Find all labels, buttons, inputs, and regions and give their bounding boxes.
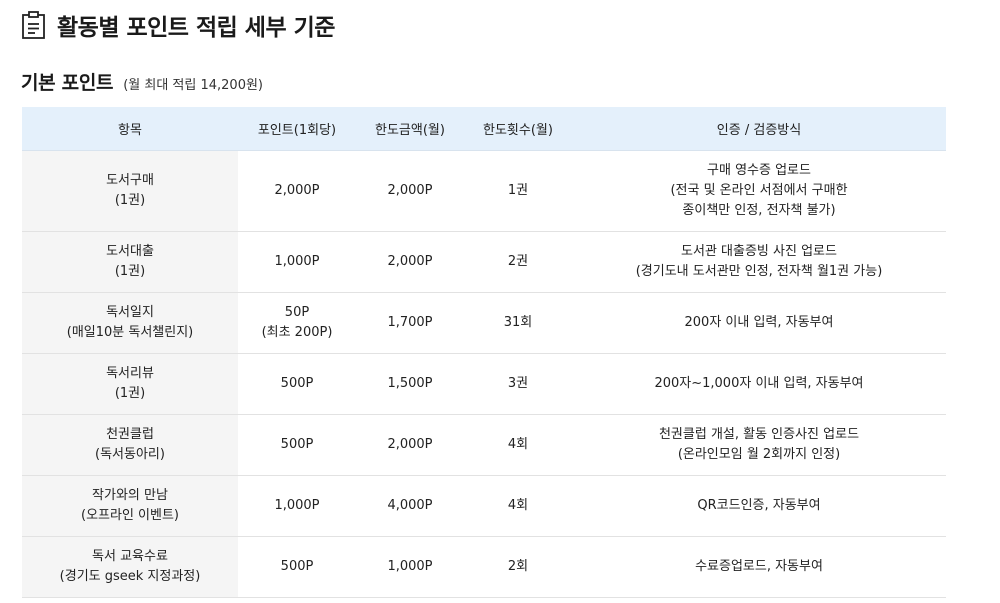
page-title: 활동별 포인트 적립 세부 기준 xyxy=(21,9,335,41)
item-note: (독서동아리) xyxy=(95,447,165,462)
section-subtitle: (월 최대 적립 14,200원) xyxy=(123,78,264,93)
points-cell: 500P xyxy=(238,414,356,476)
item-cell: 천권클럽 (독서동아리) xyxy=(22,414,238,476)
verify-cell: 200자 이내 입력, 자동부여 xyxy=(572,292,946,354)
points-value: 500P xyxy=(280,559,314,574)
points-cell: 1,000P xyxy=(238,231,356,293)
points-value: 50P xyxy=(284,305,310,320)
column-header-points: 포인트(1회당) xyxy=(238,107,356,151)
points-value: 1,000P xyxy=(274,254,320,269)
points-table: 항목 포인트(1회당) 한도금액(월) 한도횟수(월) 인증 / 검증방식 도서… xyxy=(22,107,946,598)
points-value: 500P xyxy=(280,376,314,391)
verify-cell: 수료증업로드, 자동부여 xyxy=(572,536,946,598)
item-cell: 독서 교육수료 (경기도 gseek 지정과정) xyxy=(22,536,238,598)
item-name: 독서일지 xyxy=(106,305,154,320)
item-cell: 독서리뷰 (1권) xyxy=(22,353,238,415)
item-note: (1권) xyxy=(114,264,146,279)
points-note: (최초 200P) xyxy=(261,325,333,340)
limit-amount-cell: 1,000P xyxy=(356,536,464,598)
verify-line: 도서관 대출증빙 사진 업로드 xyxy=(681,244,837,259)
points-value: 1,000P xyxy=(274,498,320,513)
document-list-icon xyxy=(22,11,45,39)
limit-amount-cell: 4,000P xyxy=(356,475,464,537)
points-cell: 500P xyxy=(238,353,356,415)
item-name: 독서리뷰 xyxy=(106,366,154,381)
limit-count-cell: 2권 xyxy=(464,231,572,293)
column-header-item: 항목 xyxy=(22,107,238,151)
limit-amount-cell: 2,000P xyxy=(356,150,464,232)
item-name: 도서구매 xyxy=(106,173,154,188)
verify-cell: 200자~1,000자 이내 입력, 자동부여 xyxy=(572,353,946,415)
points-cell: 1,000P xyxy=(238,475,356,537)
verify-line: 수료증업로드, 자동부여 xyxy=(695,559,823,574)
table-row: 작가와의 만남 (오프라인 이벤트) 1,000P 4,000P 4회 QR코드… xyxy=(22,475,946,537)
verify-cell: 도서관 대출증빙 사진 업로드 (경기도내 도서관만 인정, 전자책 월1권 가… xyxy=(572,231,946,293)
item-note: (1권) xyxy=(114,193,146,208)
limit-count-cell: 31회 xyxy=(464,292,572,354)
verify-line: (경기도내 도서관만 인정, 전자책 월1권 가능) xyxy=(635,264,883,279)
item-cell: 독서일지 (매일10분 독서챌린지) xyxy=(22,292,238,354)
section-title: 기본 포인트 xyxy=(21,72,114,94)
limit-amount-cell: 1,500P xyxy=(356,353,464,415)
points-cell: 50P (최초 200P) xyxy=(238,292,356,354)
item-note: (경기도 gseek 지정과정) xyxy=(59,569,201,584)
limit-count-cell: 1권 xyxy=(464,150,572,232)
verify-line: (온라인모임 월 2회까지 인정) xyxy=(677,447,841,462)
table-row: 도서대출 (1권) 1,000P 2,000P 2권 도서관 대출증빙 사진 업… xyxy=(22,231,946,293)
column-header-limit-amount: 한도금액(월) xyxy=(356,107,464,151)
verify-line: QR코드인증, 자동부여 xyxy=(697,498,821,513)
page-title-text: 활동별 포인트 적립 세부 기준 xyxy=(57,15,335,41)
points-cell: 2,000P xyxy=(238,150,356,232)
verify-line: 종이책만 인정, 전자책 불가) xyxy=(682,203,836,218)
verify-line: (전국 및 온라인 서점에서 구매한 xyxy=(670,183,848,198)
item-name: 작가와의 만남 xyxy=(92,488,168,503)
item-cell: 작가와의 만남 (오프라인 이벤트) xyxy=(22,475,238,537)
table-header-row: 항목 포인트(1회당) 한도금액(월) 한도횟수(월) 인증 / 검증방식 xyxy=(22,107,946,151)
verify-cell: 구매 영수증 업로드 (전국 및 온라인 서점에서 구매한 종이책만 인정, 전… xyxy=(572,150,946,232)
item-cell: 도서대출 (1권) xyxy=(22,231,238,293)
points-value: 500P xyxy=(280,437,314,452)
limit-count-cell: 2회 xyxy=(464,536,572,598)
table-row: 천권클럽 (독서동아리) 500P 2,000P 4회 천권클럽 개설, 활동 … xyxy=(22,414,946,476)
verify-line: 200자~1,000자 이내 입력, 자동부여 xyxy=(654,376,864,391)
limit-amount-cell: 1,700P xyxy=(356,292,464,354)
item-name: 도서대출 xyxy=(106,244,154,259)
table-row: 독서리뷰 (1권) 500P 1,500P 3권 200자~1,000자 이내 … xyxy=(22,353,946,415)
limit-amount-cell: 2,000P xyxy=(356,231,464,293)
section-heading: 기본 포인트 (월 최대 적립 14,200원) xyxy=(21,68,263,95)
table-row: 독서 교육수료 (경기도 gseek 지정과정) 500P 1,000P 2회 … xyxy=(22,536,946,598)
limit-amount-cell: 2,000P xyxy=(356,414,464,476)
verify-line: 구매 영수증 업로드 xyxy=(707,163,811,178)
verify-line: 200자 이내 입력, 자동부여 xyxy=(684,315,834,330)
item-note: (오프라인 이벤트) xyxy=(81,508,179,523)
limit-count-cell: 4회 xyxy=(464,475,572,537)
item-note: (1권) xyxy=(114,386,146,401)
points-value: 2,000P xyxy=(274,183,320,198)
limit-count-cell: 3권 xyxy=(464,353,572,415)
table-row: 도서구매 (1권) 2,000P 2,000P 1권 구매 영수증 업로드 (전… xyxy=(22,150,946,232)
item-name: 독서 교육수료 xyxy=(92,549,168,564)
limit-count-cell: 4회 xyxy=(464,414,572,476)
column-header-verify: 인증 / 검증방식 xyxy=(572,107,946,151)
verify-line: 천권클럽 개설, 활동 인증사진 업로드 xyxy=(658,427,860,442)
column-header-limit-count: 한도횟수(월) xyxy=(464,107,572,151)
item-cell: 도서구매 (1권) xyxy=(22,150,238,232)
points-cell: 500P xyxy=(238,536,356,598)
item-name: 천권클럽 xyxy=(106,427,154,442)
verify-cell: 천권클럽 개설, 활동 인증사진 업로드 (온라인모임 월 2회까지 인정) xyxy=(572,414,946,476)
verify-cell: QR코드인증, 자동부여 xyxy=(572,475,946,537)
table-row: 독서일지 (매일10분 독서챌린지) 50P (최초 200P) 1,700P … xyxy=(22,292,946,354)
item-note: (매일10분 독서챌린지) xyxy=(66,325,194,340)
